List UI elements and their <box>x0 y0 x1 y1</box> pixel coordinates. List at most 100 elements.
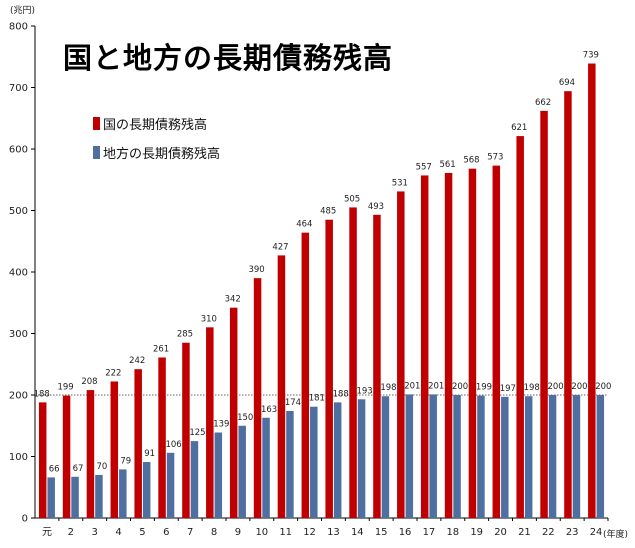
bar-national <box>516 136 524 518</box>
bar-national-value-label: 739 <box>583 51 599 61</box>
bar-local-value-label: 91 <box>144 449 155 459</box>
x-tick-label: 5 <box>139 527 145 538</box>
x-tick-label: 2 <box>68 527 74 538</box>
bar-local-value-label: 174 <box>285 398 301 408</box>
bar-national <box>349 207 357 519</box>
bar-local-value-label: 197 <box>500 384 516 394</box>
bar-national <box>492 165 501 519</box>
y-tick-label: 400 <box>9 268 28 279</box>
bar-local-value-label: 200 <box>595 382 611 392</box>
bar-national <box>38 402 47 518</box>
bar-national-value-label: 199 <box>57 383 73 393</box>
bar-local <box>572 395 581 518</box>
bar-national <box>540 110 548 519</box>
bar-local <box>596 395 605 518</box>
bar-national <box>420 175 429 518</box>
x-tick-label: 7 <box>187 527 193 538</box>
legend-swatch-national <box>93 117 100 130</box>
bar-national-value-label: 390 <box>248 265 264 275</box>
x-tick-label: 19 <box>470 527 483 538</box>
bar-national <box>158 357 166 518</box>
bar-national <box>134 369 142 518</box>
bar-national-value-label: 561 <box>439 160 455 170</box>
bar-national <box>588 63 596 518</box>
x-axis-unit: (年度) <box>603 528 628 540</box>
x-tick-label: 3 <box>92 527 98 538</box>
y-tick-label: 700 <box>9 83 28 94</box>
bar-local-value-label: 200 <box>571 382 587 392</box>
bar-national-value-label: 242 <box>129 356 145 366</box>
bar-national <box>325 219 333 518</box>
bar-national <box>229 307 238 518</box>
bar-national <box>182 342 190 518</box>
bar-local <box>166 452 175 518</box>
bar-national-value-label: 505 <box>344 194 360 204</box>
bar-national <box>86 390 95 518</box>
bar-local-value-label: 125 <box>189 428 205 438</box>
bar-national <box>110 381 119 518</box>
bar-local <box>71 476 79 518</box>
bar-national <box>397 191 405 518</box>
x-tick-label: 15 <box>375 527 388 538</box>
x-tick-label: 14 <box>351 527 364 538</box>
bar-local <box>333 402 342 518</box>
y-tick-label: 300 <box>9 329 28 340</box>
y-tick-label: 0 <box>22 514 28 525</box>
x-tick-label: 13 <box>327 527 340 538</box>
bar-local <box>262 417 270 518</box>
bar-local <box>190 441 199 518</box>
bar-local-value-label: 200 <box>547 382 563 392</box>
bar-local-value-label: 163 <box>261 405 277 415</box>
bar-local-value-label: 193 <box>356 386 372 396</box>
bar-local-value-label: 67 <box>73 464 84 474</box>
bar-local-value-label: 201 <box>404 381 420 391</box>
bar-local-value-label: 150 <box>237 413 253 423</box>
bar-local-value-label: 106 <box>165 440 181 450</box>
bar-local <box>47 477 55 518</box>
bar-local-value-label: 200 <box>452 382 468 392</box>
legend-label-national: 国の長期債務残高 <box>103 117 207 133</box>
bar-local <box>238 425 246 518</box>
x-tick-label: 元 <box>42 527 52 538</box>
label-layer: 188 66 199 67 208 70 222 79 242 91 261 106 285 125 310… <box>34 51 612 475</box>
bar-national-value-label: 261 <box>153 344 169 354</box>
bar-local <box>214 432 223 518</box>
bar-national-value-label: 493 <box>368 202 384 212</box>
bar-local <box>548 395 557 518</box>
bar-national <box>301 232 310 518</box>
x-tick-label: 22 <box>542 527 555 538</box>
bar-national-value-label: 694 <box>559 78 575 88</box>
bar-local-value-label: 199 <box>476 383 492 393</box>
bar-national-value-label: 285 <box>177 330 193 340</box>
x-tick-label: 16 <box>399 527 412 538</box>
bar-national <box>444 172 453 519</box>
bar-national-value-label: 342 <box>225 295 241 305</box>
bar-local <box>357 399 366 518</box>
bar-local-value-label: 188 <box>333 389 349 399</box>
bar-national <box>373 214 381 518</box>
x-tick-label: 23 <box>566 527 579 538</box>
x-tick-label: 6 <box>163 527 169 538</box>
x-tick-label: 8 <box>211 527 217 538</box>
bar-national <box>564 91 572 518</box>
bar-local <box>453 395 461 518</box>
bar-local <box>95 474 103 518</box>
chart-title: 国と地方の長期債務残高 <box>63 41 393 75</box>
y-tick-label: 600 <box>9 145 28 156</box>
bar-local <box>142 462 151 518</box>
y-tick-label: 200 <box>9 391 28 402</box>
bar-local-value-label: 198 <box>380 383 396 393</box>
bar-national <box>62 395 71 518</box>
bar-local-value-label: 66 <box>49 464 60 474</box>
x-tick-label: 4 <box>115 527 121 538</box>
bar-local <box>286 410 294 518</box>
bar-national <box>206 327 214 518</box>
bar-national-value-label: 208 <box>81 377 97 387</box>
bar-national-value-label: 531 <box>392 178 408 188</box>
bar-layer <box>38 63 605 519</box>
bar-national-value-label: 485 <box>320 207 336 217</box>
y-axis-unit: (兆円) <box>10 5 35 16</box>
y-tick-label: 100 <box>9 452 28 463</box>
x-tick-label: 20 <box>494 527 507 538</box>
